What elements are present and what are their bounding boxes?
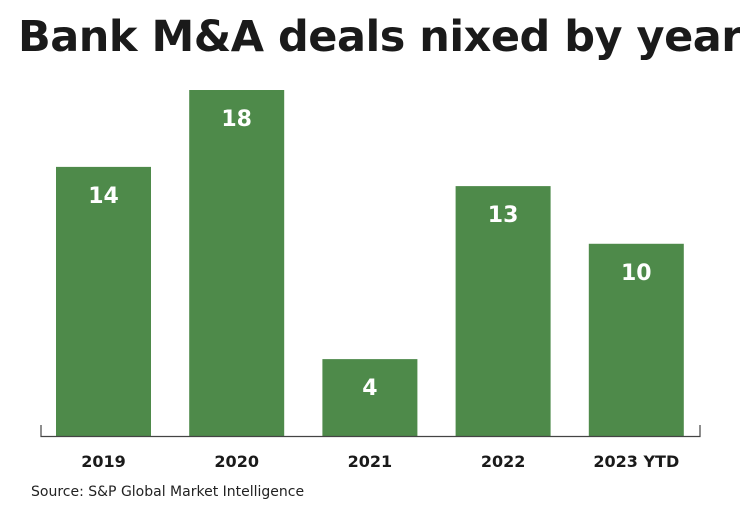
x-tick-label: 2023 YTD bbox=[593, 452, 679, 471]
data-label: 4 bbox=[362, 376, 377, 401]
bar bbox=[588, 243, 684, 436]
data-label: 14 bbox=[88, 184, 119, 209]
source-note: Source: S&P Global Market Intelligence bbox=[31, 484, 305, 500]
bar bbox=[56, 166, 151, 436]
x-tick-label: 2020 bbox=[214, 452, 259, 471]
data-label: 10 bbox=[621, 261, 652, 286]
bar bbox=[455, 186, 551, 436]
bar bbox=[189, 90, 285, 436]
x-tick-label: 2019 bbox=[81, 452, 126, 471]
x-tick-label: 2021 bbox=[348, 452, 393, 471]
data-label: 18 bbox=[221, 107, 252, 132]
x-tick-label: 2022 bbox=[481, 452, 526, 471]
bar bbox=[322, 359, 418, 436]
x-axis bbox=[40, 425, 701, 438]
chart-title: Bank M&A deals nixed by year bbox=[18, 12, 740, 62]
data-label: 13 bbox=[488, 203, 519, 228]
